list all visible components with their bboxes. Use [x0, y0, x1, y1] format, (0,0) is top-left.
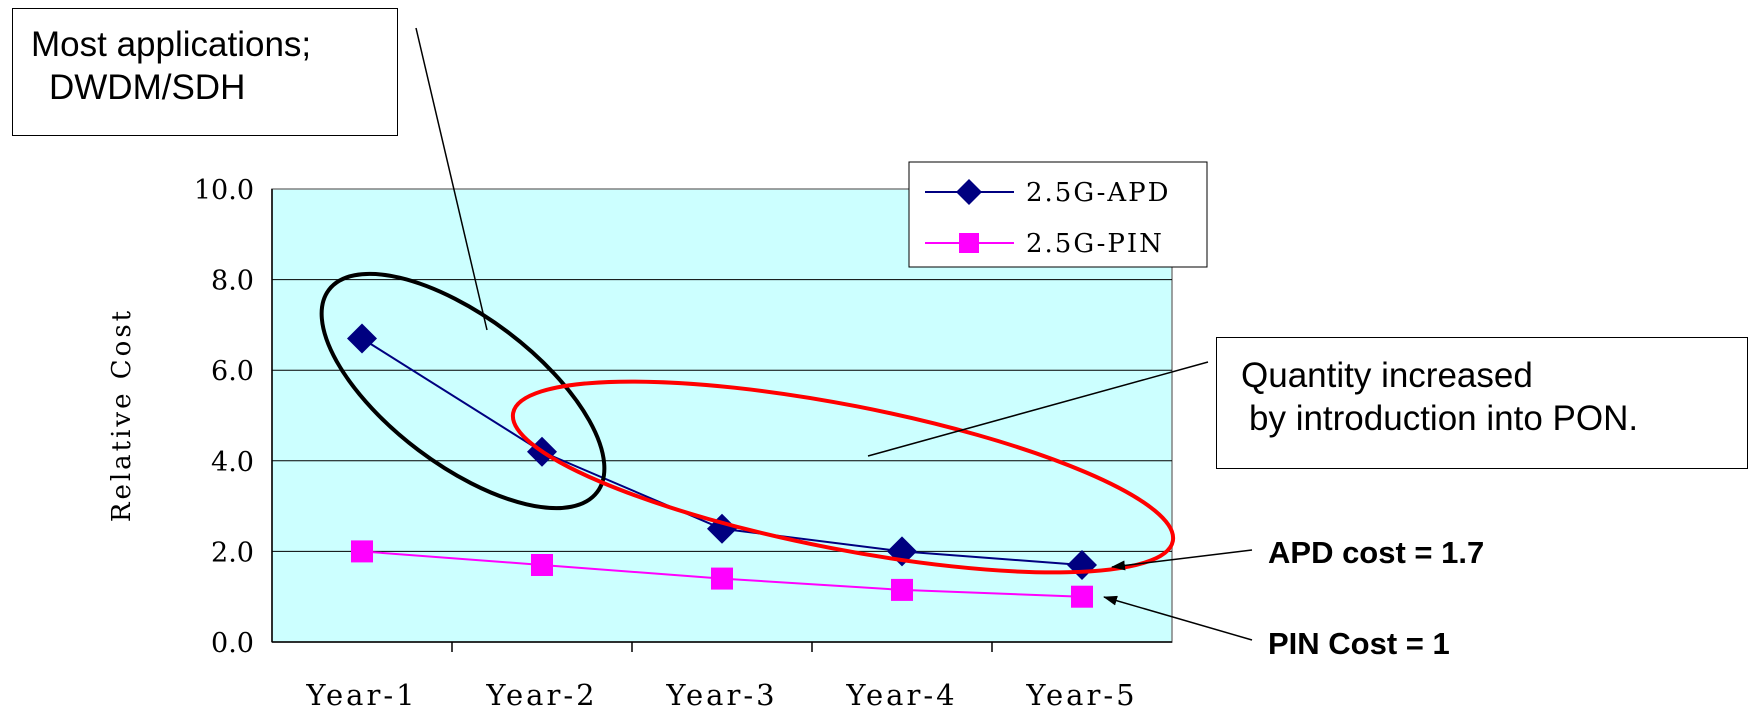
x-tick-label: Year-5: [1025, 678, 1137, 711]
legend-label-pin: 2.5G-PIN: [1026, 229, 1164, 259]
data-point-apd: [347, 323, 377, 354]
legend-box: [908, 161, 1208, 268]
annotation-line: Most applications;: [31, 25, 312, 64]
apd-callout-arrow: [1111, 549, 1253, 571]
leader-line-box-2: [867, 361, 1209, 457]
leader-line-box-1: [415, 27, 488, 331]
pin-callout-arrow: [1103, 595, 1253, 641]
y-tick-label: 6.0: [211, 356, 254, 387]
x-tick-label: Year-3: [665, 678, 777, 711]
y-tick-label: 8.0: [211, 266, 254, 297]
data-point-pin: [351, 540, 373, 563]
legend-marker-apd: [956, 179, 982, 205]
data-point-pin: [531, 553, 553, 576]
data-point-pin: [1071, 585, 1093, 608]
annotation-box-pon: Quantity increased by introduction into …: [1216, 337, 1748, 469]
apd-cost-callout: APD cost = 1.7: [1268, 535, 1485, 570]
axes: [271, 189, 1172, 643]
gridlines: [272, 279, 1172, 552]
legend: 2.5G-APD 2.5G-PIN: [908, 161, 1208, 268]
legend-label-apd: 2.5G-APD: [1026, 178, 1171, 208]
y-tick-label: 10.0: [194, 175, 254, 206]
highlight-ellipse-first: [319, 271, 607, 511]
y-tick-label: 4.0: [211, 447, 254, 478]
legend-marker-pin: [959, 233, 979, 253]
pin-cost-callout: PIN Cost = 1: [1268, 626, 1450, 661]
x-tick-label: Year-1: [305, 678, 417, 711]
y-tick-labels: 0.0 2.0 4.0 6.0 8.0 10.0: [194, 175, 254, 659]
x-tick-label: Year-2: [485, 678, 597, 711]
annotation-box-applications: Most applications; DWDM/SDH: [12, 8, 398, 136]
data-point-pin: [711, 567, 733, 590]
annotation-line: DWDM/SDH: [49, 68, 246, 107]
y-tick-label: 0.0: [211, 628, 254, 659]
y-tick-label: 2.0: [211, 537, 254, 568]
data-point-pin: [891, 578, 913, 601]
annotation-line: by introduction into PON.: [1249, 399, 1639, 438]
annotation-line: Quantity increased: [1241, 356, 1533, 395]
y-axis-label: Relative Cost: [107, 308, 137, 522]
x-tick-label: Year-4: [845, 678, 957, 711]
x-tick-labels: Year-1 Year-2 Year-3 Year-4 Year-5: [305, 642, 1137, 711]
highlight-ellipse-second: [510, 379, 1176, 575]
